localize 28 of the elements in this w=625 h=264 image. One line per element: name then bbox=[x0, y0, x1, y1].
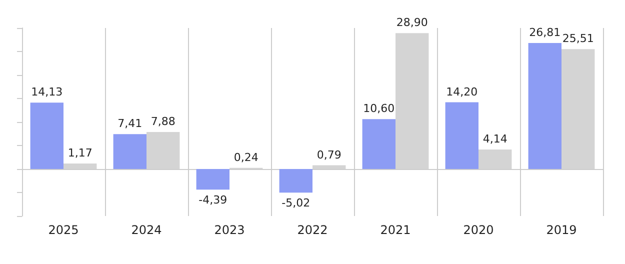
bar bbox=[30, 102, 64, 169]
data-label: 0,79 bbox=[316, 148, 342, 162]
data-label: 7,88 bbox=[150, 114, 176, 128]
x-tick-label: 2024 bbox=[131, 223, 162, 237]
x-tick-label: 2020 bbox=[463, 223, 494, 237]
bar bbox=[445, 102, 478, 169]
x-tick-label: 2025 bbox=[48, 223, 79, 237]
data-label: 7,41 bbox=[118, 117, 142, 130]
x-tick-label: 2019 bbox=[546, 223, 577, 237]
data-label: 14,20 bbox=[446, 85, 478, 98]
data-label: 0,24 bbox=[234, 150, 258, 164]
data-label: 1,17 bbox=[68, 146, 92, 160]
data-label: 10,60 bbox=[363, 102, 395, 116]
data-label: 28,90 bbox=[396, 16, 428, 30]
bar bbox=[113, 134, 146, 169]
data-label: 25,51 bbox=[562, 32, 594, 46]
bar bbox=[279, 169, 312, 193]
data-label: 26,81 bbox=[529, 26, 561, 39]
data-label: 14,13 bbox=[31, 86, 63, 99]
x-tick-label: 2023 bbox=[214, 223, 245, 237]
bar bbox=[362, 119, 396, 169]
x-tick-label: 2022 bbox=[297, 223, 328, 237]
x-tick-label: 2021 bbox=[380, 223, 411, 237]
data-label: -5,02 bbox=[282, 196, 310, 210]
bar bbox=[196, 169, 230, 190]
bar bbox=[528, 42, 562, 169]
data-label: -4,39 bbox=[198, 194, 228, 207]
data-label: 4,14 bbox=[482, 132, 508, 146]
